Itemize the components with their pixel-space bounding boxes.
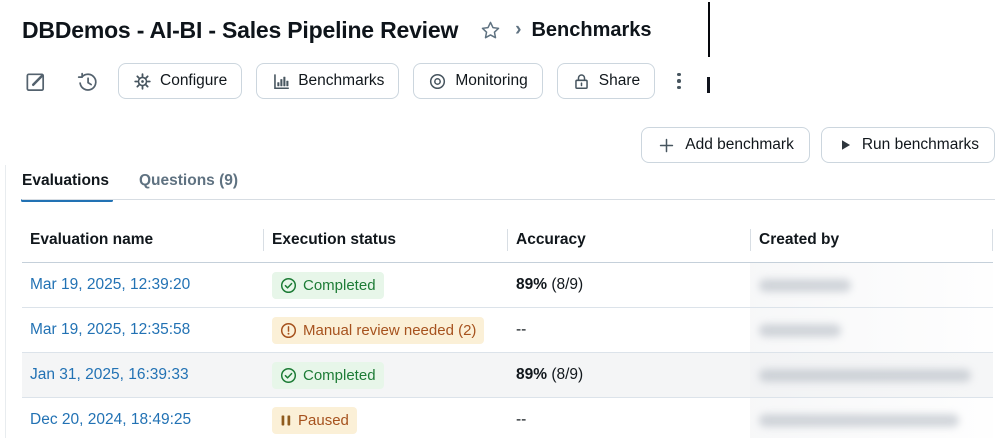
status-badge-paused: Paused (272, 406, 357, 434)
page-title: DBDemos - AI-BI - Sales Pipeline Review (22, 16, 459, 43)
tab-questions[interactable]: Questions (9) (139, 172, 239, 189)
tab-bar: Evaluations Questions (9) (21, 172, 239, 202)
configure-button[interactable]: Configure (118, 63, 243, 99)
run-benchmarks-label: Run benchmarks (861, 136, 979, 153)
accuracy-value: 89% (516, 276, 548, 293)
created-by-redacted (759, 413, 959, 427)
evaluation-name-link[interactable]: Dec 20, 2024, 18:49:25 (30, 411, 192, 428)
status-badge-manual-review: Manual review needed (2) (272, 316, 485, 344)
table-row[interactable]: Mar 19, 2025, 12:35:58 Manual review nee… (22, 308, 993, 353)
history-icon[interactable] (74, 68, 100, 94)
column-header-execution-status[interactable]: Execution status (263, 218, 507, 262)
created-by-redacted (759, 368, 971, 382)
toolbar: Configure Benchmarks Monitoring (22, 63, 691, 99)
play-icon (841, 140, 850, 150)
breadcrumb-chevron-icon: › (515, 19, 522, 40)
evaluations-table: Evaluation name Execution status Accurac… (22, 218, 993, 438)
bar-chart-icon (274, 73, 290, 89)
monitoring-label: Monitoring (455, 72, 528, 89)
evaluation-name-link[interactable]: Jan 31, 2025, 16:39:33 (30, 366, 189, 383)
share-button[interactable]: Share (556, 63, 656, 99)
table-row[interactable]: Dec 20, 2024, 18:49:25 Paused -- (22, 398, 993, 438)
accuracy-value: 89% (516, 366, 548, 383)
gear-icon (134, 72, 151, 90)
accuracy-detail: (8/9) (547, 276, 584, 293)
monitoring-button[interactable]: Monitoring (413, 63, 543, 99)
share-label: Share (598, 72, 641, 89)
status-badge-completed: Completed (272, 361, 384, 389)
monitoring-eye-icon (430, 73, 446, 89)
status-label: Completed (303, 276, 376, 294)
column-header-created-by[interactable]: Created by (750, 218, 993, 262)
status-label: Completed (303, 366, 376, 384)
add-benchmark-button[interactable]: Add benchmark (641, 127, 810, 163)
benchmarks-button[interactable]: Benchmarks (256, 63, 400, 99)
favorite-star-icon[interactable] (480, 20, 501, 41)
status-label: Paused (298, 411, 349, 429)
lock-icon (574, 73, 588, 89)
configure-label: Configure (160, 72, 228, 89)
edit-icon[interactable] (22, 68, 48, 94)
pause-icon (281, 415, 291, 425)
panel-left-edge (5, 165, 6, 438)
check-circle-icon (280, 277, 297, 293)
cursor-artifact-line (708, 2, 710, 57)
evaluation-name-link[interactable]: Mar 19, 2025, 12:39:20 (30, 276, 191, 293)
table-header-row: Evaluation name Execution status Accurac… (22, 218, 993, 263)
cursor-artifact-line (707, 77, 710, 93)
status-badge-completed: Completed (272, 271, 384, 299)
accuracy-detail: -- (516, 411, 527, 428)
page-header: DBDemos - AI-BI - Sales Pipeline Review … (22, 11, 652, 49)
created-by-redacted (759, 323, 841, 337)
table-row[interactable]: Mar 19, 2025, 12:39:20 Completed 89% (8/… (22, 263, 993, 308)
column-header-evaluation-name[interactable]: Evaluation name (30, 231, 154, 248)
tab-evaluations[interactable]: Evaluations (21, 172, 113, 202)
run-benchmarks-button[interactable]: Run benchmarks (820, 127, 995, 163)
kebab-menu-icon[interactable] (667, 66, 691, 96)
accuracy-detail: (8/9) (547, 366, 584, 383)
accuracy-detail: -- (516, 321, 527, 338)
breadcrumb-current: Benchmarks (531, 18, 652, 41)
created-by-redacted (759, 278, 851, 292)
add-benchmark-label: Add benchmark (685, 136, 794, 153)
evaluation-name-link[interactable]: Mar 19, 2025, 12:35:58 (30, 321, 191, 338)
plus-icon (660, 138, 674, 152)
benchmarks-label: Benchmarks (298, 72, 385, 89)
table-row[interactable]: Jan 31, 2025, 16:39:33 Completed 89% (8/… (22, 353, 993, 398)
column-header-accuracy[interactable]: Accuracy (507, 218, 750, 262)
tabs-divider (22, 199, 995, 200)
check-circle-icon (280, 367, 297, 383)
status-label: Manual review needed (2) (303, 321, 477, 339)
exclamation-circle-icon (280, 322, 297, 338)
benchmark-actions: Add benchmark Run benchmarks (641, 127, 995, 163)
